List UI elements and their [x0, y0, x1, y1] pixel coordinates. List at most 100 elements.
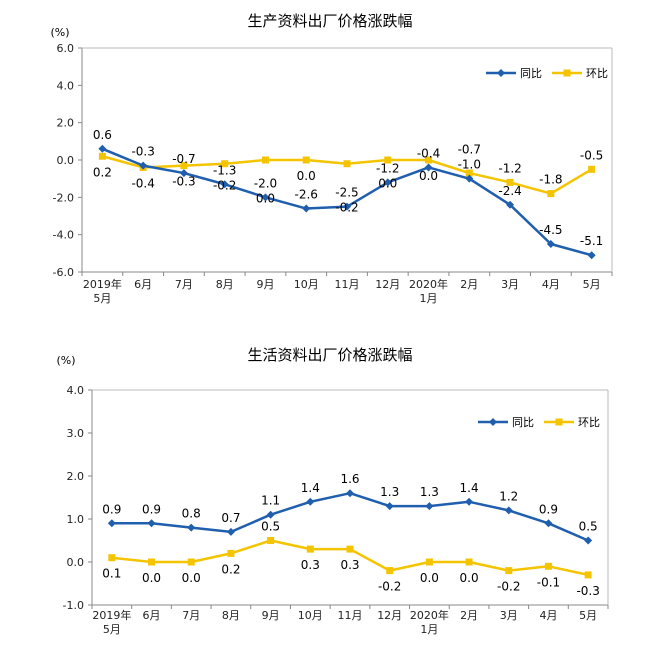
data-label-mom: 0.0 — [297, 169, 316, 183]
x-tick-label: 4月 — [539, 609, 557, 622]
data-point-mom — [302, 156, 310, 164]
data-point-mom — [267, 537, 275, 544]
data-label-mom: -0.2 — [213, 178, 236, 192]
data-label-yoy: -0.7 — [172, 152, 195, 166]
x-tick-label: 2月 — [460, 609, 478, 622]
data-label-mom: -0.7 — [458, 143, 481, 157]
data-point-yoy — [107, 519, 116, 528]
data-point-yoy — [139, 161, 148, 170]
data-point-mom — [506, 178, 514, 186]
chart-production-materials: 生产资料出厂价格涨跌幅(%)6.04.02.00.0-2.0-4.0-6.020… — [50, 12, 613, 305]
data-point-mom — [346, 545, 354, 553]
y-tick-label: -6.0 — [53, 266, 74, 279]
data-label-mom: -0.4 — [131, 176, 154, 190]
y-tick-label: 4.0 — [57, 79, 75, 92]
x-tick-label: 10月 — [294, 278, 319, 291]
y-tick-label: 0.0 — [57, 154, 75, 167]
data-label-yoy: -2.4 — [498, 184, 521, 198]
data-label-mom: 0.3 — [301, 558, 320, 572]
data-point-yoy — [147, 519, 156, 528]
data-label-mom: 0.0 — [460, 571, 479, 585]
data-point-mom — [306, 545, 314, 553]
chart-title: 生活资料出厂价格涨跌幅 — [247, 346, 412, 364]
data-point-yoy — [584, 536, 593, 545]
data-label-yoy: 1.2 — [499, 489, 518, 503]
data-label-yoy: 1.3 — [420, 485, 439, 499]
data-point-yoy — [546, 240, 555, 248]
x-tick-label: 6月 — [143, 609, 161, 622]
data-point-yoy — [383, 178, 392, 187]
data-label-yoy: 1.3 — [380, 485, 399, 499]
legend-marker-mom — [563, 69, 571, 77]
data-label-mom: -0.2 — [378, 580, 401, 594]
data-label-yoy: 1.4 — [460, 481, 479, 495]
data-label-mom: -1.8 — [539, 173, 562, 187]
x-tick-label: 8月 — [216, 278, 234, 291]
data-label-yoy: -1.0 — [458, 158, 481, 172]
y-tick-label: 3.0 — [67, 427, 85, 440]
x-tick-label: 11月 — [335, 278, 360, 291]
data-label-yoy: 0.9 — [539, 502, 558, 516]
data-point-yoy — [179, 169, 188, 178]
data-point-yoy — [346, 489, 354, 498]
data-label-mom: 0.2 — [93, 165, 112, 179]
data-label-yoy: 0.5 — [579, 520, 598, 534]
legend-label-mom: 环比 — [586, 67, 608, 80]
data-point-mom — [180, 162, 188, 170]
y-tick-label: 6.0 — [57, 42, 75, 55]
data-point-mom — [505, 567, 513, 575]
x-tick-label: 3月 — [501, 278, 519, 291]
x-tick-label: 6月 — [134, 278, 152, 291]
data-label-yoy: 1.4 — [301, 481, 320, 495]
data-point-yoy — [343, 202, 351, 211]
x-tick-label: 10月 — [298, 609, 323, 622]
data-label-yoy: -1.2 — [376, 161, 399, 175]
data-point-mom — [187, 558, 195, 566]
data-point-yoy — [506, 200, 515, 209]
data-point-mom — [588, 165, 596, 173]
x-tick-label: 3月 — [500, 609, 518, 622]
data-point-yoy — [220, 180, 229, 189]
data-label-yoy: -1.3 — [213, 163, 236, 177]
chart-living-materials: 生活资料出厂价格涨跌幅(%)4.03.02.01.00.0-1.02019年5月… — [56, 346, 609, 636]
data-label-yoy: -5.1 — [580, 234, 603, 248]
data-point-yoy — [465, 174, 474, 183]
legend-marker-yoy — [489, 418, 497, 426]
data-label-mom: 0.5 — [261, 520, 280, 534]
legend-label-mom: 环比 — [578, 416, 600, 429]
data-label-mom: -1.2 — [498, 161, 521, 175]
data-label-yoy: 0.6 — [93, 128, 112, 142]
data-label-mom: -0.5 — [580, 148, 603, 162]
y-axis-unit: (%) — [50, 26, 69, 39]
data-point-mom — [544, 562, 552, 570]
data-label-yoy: -4.5 — [539, 223, 562, 237]
data-label-mom: 0.3 — [340, 558, 359, 572]
data-label-yoy: -2.5 — [335, 186, 358, 200]
data-label-yoy: 0.8 — [182, 507, 201, 521]
data-label-yoy: 1.6 — [340, 472, 359, 486]
legend-marker-yoy — [497, 69, 505, 77]
x-tick-label: 9月 — [256, 278, 274, 291]
data-label-yoy: -0.3 — [131, 145, 154, 159]
data-point-yoy — [306, 497, 315, 506]
y-tick-label: -1.0 — [63, 599, 84, 612]
data-label-mom: 0.0 — [420, 571, 439, 585]
x-tick-label: 2020年 — [410, 608, 449, 622]
data-point-mom — [108, 554, 116, 562]
data-point-yoy — [424, 163, 433, 172]
x-tick-label: 7月 — [175, 278, 193, 291]
data-label-mom: -0.1 — [537, 575, 560, 589]
data-label-yoy: 0.9 — [142, 502, 161, 516]
chart-title: 生产资料出厂价格涨跌幅 — [247, 12, 412, 30]
data-label-mom: 0.1 — [102, 567, 121, 581]
y-axis-unit: (%) — [56, 354, 75, 367]
data-label-mom: 0.0 — [256, 191, 275, 205]
x-tick-label: 8月 — [222, 609, 240, 622]
data-point-mom — [465, 169, 473, 177]
x-tick-label: 5月 — [583, 278, 601, 291]
y-tick-label: 4.0 — [67, 384, 85, 397]
data-point-yoy — [187, 523, 196, 532]
data-label-yoy: -2.0 — [254, 176, 277, 190]
data-label-mom: 0.0 — [142, 571, 161, 585]
